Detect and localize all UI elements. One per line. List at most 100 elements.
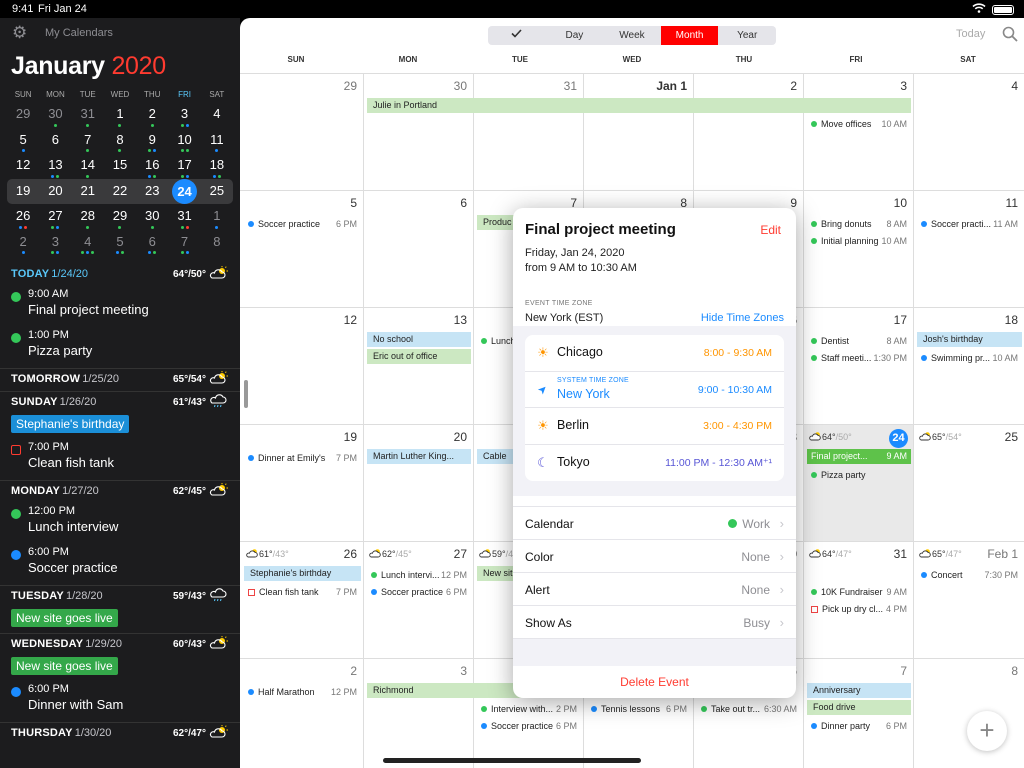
timed-event[interactable]: Dinner party 6 PM	[811, 719, 911, 733]
all-day-event[interactable]: Martin Luther King...	[367, 449, 471, 464]
edit-button[interactable]: Edit	[760, 223, 781, 237]
timed-event[interactable]: Dentist 8 AM	[811, 334, 911, 348]
property-row-show-as[interactable]: Show As Busy ›	[513, 605, 796, 638]
mini-day[interactable]: 8	[104, 128, 136, 154]
timed-event[interactable]: Pizza party	[811, 468, 911, 482]
view-week-button[interactable]: Week	[619, 30, 645, 41]
agenda-allday-item[interactable]: Stephanie's birthday	[0, 412, 240, 437]
mini-day[interactable]: 31	[72, 102, 104, 128]
day-cell[interactable]: 12	[240, 308, 363, 424]
day-cell[interactable]: 2	[693, 74, 803, 190]
mini-day[interactable]: 5	[7, 128, 39, 154]
timed-event[interactable]: Dinner at Emily's 7 PM	[248, 451, 361, 465]
mini-day[interactable]: 4	[201, 102, 233, 128]
property-row-alert[interactable]: Alert None ›	[513, 572, 796, 605]
view-day-button[interactable]: Day	[565, 30, 584, 41]
day-cell[interactable]: 25	[913, 425, 1024, 541]
mini-day[interactable]: 18	[201, 153, 233, 179]
agenda-allday-item[interactable]: New site goes live	[0, 606, 240, 631]
mini-day[interactable]: 14	[72, 153, 104, 179]
mini-day[interactable]: 9	[136, 128, 168, 154]
timed-event[interactable]: Move offices 10 AM	[811, 117, 911, 131]
day-cell[interactable]: 24	[803, 425, 913, 541]
mini-day[interactable]: 15	[104, 153, 136, 179]
day-cell[interactable]: 31	[473, 74, 583, 190]
day-cell[interactable]: 4	[913, 74, 1024, 190]
day-cell[interactable]: 7	[473, 191, 583, 307]
agenda-event[interactable]: 1:00 PM Pizza party	[0, 325, 240, 366]
timed-event[interactable]: Soccer practi... 11 AM	[921, 217, 1022, 231]
all-day-event[interactable]: Eric out of office	[367, 349, 471, 364]
timed-event[interactable]: Tennis lessons 6 PM	[591, 702, 691, 716]
day-cell[interactable]: 8	[913, 659, 1024, 768]
day-cell[interactable]: 27	[363, 542, 473, 658]
view-year-button[interactable]: Year	[737, 30, 758, 41]
agenda-event[interactable]: 9:00 AM Final project meeting	[0, 284, 240, 325]
mini-day[interactable]: 2	[7, 230, 39, 256]
day-cell[interactable]: 6	[363, 191, 473, 307]
day-cell[interactable]: Feb 1	[913, 542, 1024, 658]
timed-event[interactable]: Soccer practice 6 PM	[481, 719, 581, 733]
mini-day[interactable]: 26	[7, 204, 39, 230]
selected-event[interactable]: Final project... 9 AM	[807, 449, 911, 464]
timed-event[interactable]: Lunch intervi... 12 PM	[371, 568, 471, 582]
timed-event[interactable]: Concert 7:30 PM	[921, 568, 1022, 582]
mini-day[interactable]: 25	[201, 179, 233, 205]
day-cell[interactable]: 13	[363, 308, 473, 424]
timed-event[interactable]: Half Marathon 12 PM	[248, 685, 361, 699]
view-month-button[interactable]: Month	[660, 26, 719, 45]
mini-day[interactable]: 11	[201, 128, 233, 154]
checklist-button[interactable]	[488, 26, 546, 45]
hide-time-zones-button[interactable]: Hide Time Zones	[700, 312, 784, 324]
day-cell[interactable]: 18	[913, 308, 1024, 424]
day-cell[interactable]: 7	[803, 659, 913, 768]
all-day-event[interactable]: Food drive	[807, 700, 911, 715]
mini-day[interactable]: 3	[39, 230, 71, 256]
agenda-event[interactable]: 6:00 PM Soccer practice	[0, 542, 240, 583]
mini-day[interactable]: 27	[39, 204, 71, 230]
mini-day[interactable]: 28	[72, 204, 104, 230]
mini-day[interactable]: 20	[39, 179, 71, 205]
mini-day[interactable]: 30	[136, 204, 168, 230]
mini-day[interactable]: 6	[39, 128, 71, 154]
timed-event[interactable]: Swimming pr... 10 AM	[921, 351, 1022, 365]
timed-event[interactable]: Lunch	[481, 334, 581, 348]
day-cell[interactable]: 11	[913, 191, 1024, 307]
day-cell[interactable]: 19	[240, 425, 363, 541]
mini-day[interactable]: 17	[168, 153, 200, 179]
property-row-color[interactable]: Color None ›	[513, 539, 796, 572]
timed-event[interactable]: Soccer practice 6 PM	[248, 217, 361, 231]
day-cell[interactable]: 5	[240, 191, 363, 307]
day-cell[interactable]: 30	[363, 74, 473, 190]
mini-day[interactable]: 2	[136, 102, 168, 128]
mini-day[interactable]: 13	[39, 153, 71, 179]
time-zone-row[interactable]: ☀ Berlin 3:00 - 4:30 PM	[525, 408, 784, 445]
day-cell[interactable]: 20	[363, 425, 473, 541]
timed-event[interactable]: 10K Fundraiser 9 AM	[811, 585, 911, 599]
mini-day[interactable]: 23	[136, 179, 168, 205]
mini-day[interactable]: 22	[104, 179, 136, 205]
mini-day[interactable]: 6	[136, 230, 168, 256]
time-zone-row[interactable]: ☾ Tokyo 11:00 PM - 12:30 AM⁺¹	[525, 445, 784, 482]
time-zone-row[interactable]: ➤ SYSTEM TIME ZONE New York 9:00 - 10:30 AM	[525, 372, 784, 408]
day-cell[interactable]: 31	[803, 542, 913, 658]
day-cell[interactable]: 2	[240, 659, 363, 768]
all-day-event[interactable]: Stephanie's birthday	[244, 566, 361, 581]
mini-day[interactable]: 12	[7, 153, 39, 179]
mini-day[interactable]: 16	[136, 153, 168, 179]
day-cell[interactable]: 3	[363, 659, 473, 768]
add-event-button[interactable]: +	[967, 711, 1007, 751]
agenda-event[interactable]: 12:00 PM Lunch interview	[0, 501, 240, 542]
timed-event[interactable]: Clean fish tank 7 PM	[248, 585, 361, 599]
mini-day[interactable]: 10	[168, 128, 200, 154]
my-calendars-button[interactable]: My Calendars	[45, 27, 113, 39]
agenda-event[interactable]: 6:00 PM Dinner with Sam	[0, 679, 240, 720]
timed-event[interactable]: Soccer practice 6 PM	[371, 585, 471, 599]
mini-day[interactable]: 3	[168, 102, 200, 128]
sidebar-resize-handle[interactable]	[244, 380, 248, 408]
day-cell[interactable]: Jan 1	[583, 74, 693, 190]
mini-day[interactable]: 1	[104, 102, 136, 128]
reminder-checkbox[interactable]	[811, 606, 818, 613]
delete-event-button[interactable]: Delete Event	[620, 675, 689, 689]
mini-day[interactable]: 1	[201, 204, 233, 230]
